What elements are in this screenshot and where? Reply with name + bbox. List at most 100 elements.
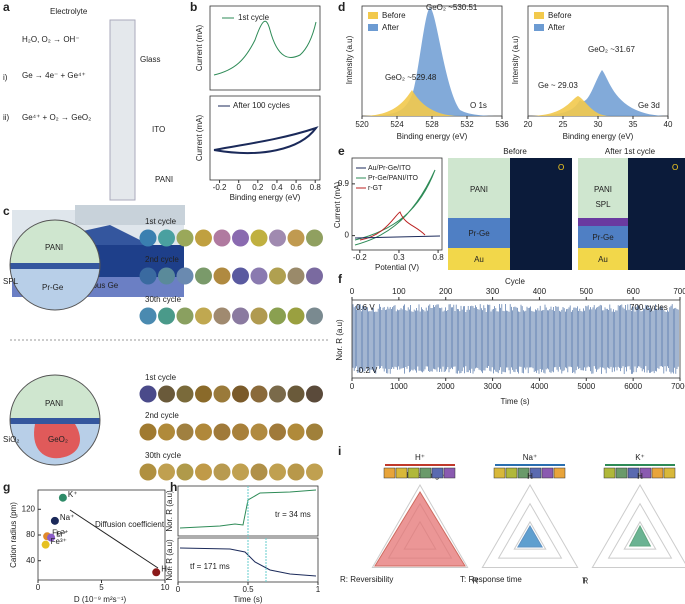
x-tick-label: 0.5	[242, 585, 254, 594]
legend-label: After	[382, 23, 399, 32]
annotation: tf = 171 ms	[190, 562, 230, 571]
color-swatch	[384, 468, 395, 478]
color-dot	[306, 308, 323, 325]
color-swatch	[444, 468, 455, 478]
x-tick-label: 5000	[577, 382, 595, 391]
color-swatch	[616, 468, 627, 478]
color-dot	[195, 424, 212, 441]
color-dot	[232, 424, 249, 441]
color-dot	[214, 386, 231, 403]
color-dot	[288, 424, 305, 441]
panel-letter: a	[3, 0, 10, 14]
color-dot	[306, 424, 323, 441]
annotation: GeO₂ ~529.48	[385, 73, 437, 82]
color-dot	[306, 268, 323, 285]
x-tick-label: 528	[425, 120, 439, 129]
color-dot	[269, 424, 286, 441]
x-tick-label: 0.8	[433, 253, 445, 262]
row-label: 2nd cycle	[145, 255, 179, 264]
layer-label: SPL	[595, 200, 611, 209]
legend-label: Before	[382, 11, 406, 20]
color-dot	[269, 308, 286, 325]
x-label: Time (s)	[500, 397, 529, 406]
point-label: Na⁺	[60, 513, 74, 522]
annotation: tr = 34 ms	[275, 510, 311, 519]
color-swatch	[604, 468, 615, 478]
color-dot	[195, 386, 212, 403]
color-dot	[251, 424, 268, 441]
panel-letter: f	[338, 272, 343, 286]
annotation: -0.2 V	[356, 366, 378, 375]
cv-curve	[214, 128, 316, 153]
x-tick-label: 20	[524, 120, 533, 129]
radar-grid	[592, 485, 685, 568]
y-tick-label: 0	[345, 231, 350, 240]
x-tick-label: 400	[533, 287, 547, 296]
x-tick-label: 532	[460, 120, 474, 129]
x-tick-label: 700	[673, 287, 685, 296]
color-dot	[214, 308, 231, 325]
x-tick-label: 0.3	[393, 253, 405, 262]
y-label: Nor. R (a.u)	[165, 539, 174, 581]
row-label: 30th cycle	[145, 451, 182, 460]
label: T: Response time	[460, 575, 522, 584]
label: Electrolyte	[50, 7, 88, 16]
x-tick-label: 200	[439, 287, 453, 296]
x-label: Binding energy (eV)	[397, 132, 468, 141]
label: PANI	[155, 175, 173, 184]
x-tick-label: 0.4	[271, 183, 283, 192]
point	[59, 494, 67, 502]
x-tick-label: 300	[486, 287, 500, 296]
y-label: Nor. R (a.u)	[165, 490, 174, 532]
x-tick-label: 3000	[484, 382, 502, 391]
color-dot	[140, 424, 157, 441]
color-dot	[251, 268, 268, 285]
x-tick-label: 2000	[437, 382, 455, 391]
x-tick-label: 0	[236, 183, 241, 192]
color-dot	[306, 386, 323, 403]
label: Ge → 4e⁻ + Ge⁴⁺	[22, 71, 86, 80]
legend-label: r-GT	[368, 185, 383, 192]
label: SiO₂	[3, 435, 19, 444]
color-swatch	[494, 468, 505, 478]
element-label: O	[558, 163, 564, 172]
label: ii)	[3, 113, 10, 122]
radar-area	[630, 526, 651, 546]
color-dot	[269, 386, 286, 403]
axis-label: H	[637, 472, 643, 481]
x-tick-label: 7000	[671, 382, 685, 391]
color-dot	[140, 268, 157, 285]
x-tick-label: 1	[316, 585, 321, 594]
x-tick-label: 0	[350, 287, 355, 296]
annotation: GeO₂ ~530.51	[426, 3, 478, 12]
color-dot	[288, 308, 305, 325]
y-tick-label: 80	[26, 530, 35, 539]
color-dot	[177, 268, 194, 285]
label: Glass	[140, 55, 160, 64]
color-dot	[140, 464, 157, 481]
annotation: 700 cycles	[630, 303, 668, 312]
color-dot	[251, 386, 268, 403]
x-tick-label: 0.8	[310, 183, 322, 192]
color-dot	[251, 230, 268, 247]
color-dot	[288, 268, 305, 285]
glass	[110, 20, 135, 200]
legend-label: After 100 cycles	[233, 101, 290, 110]
color-dot	[158, 268, 175, 285]
ion-label: K⁺	[635, 453, 645, 462]
arrow	[70, 510, 158, 568]
label: SPL	[3, 277, 19, 286]
layer-label: PANI	[470, 185, 488, 194]
x-tick-label: 524	[390, 120, 404, 129]
color-dot	[214, 268, 231, 285]
x-tick-label: 0.2	[252, 183, 264, 192]
x-label: Cycle	[505, 277, 526, 286]
x-tick-label: 5	[99, 583, 104, 592]
layer-label: Au	[598, 255, 608, 264]
color-swatch	[664, 468, 675, 478]
color-swatch	[554, 468, 565, 478]
x-tick-label: -0.2	[213, 183, 227, 192]
y-tick-label: 40	[26, 556, 35, 565]
panel-b: b 1st cycle After 100 cycles Current (mA…	[190, 0, 320, 202]
